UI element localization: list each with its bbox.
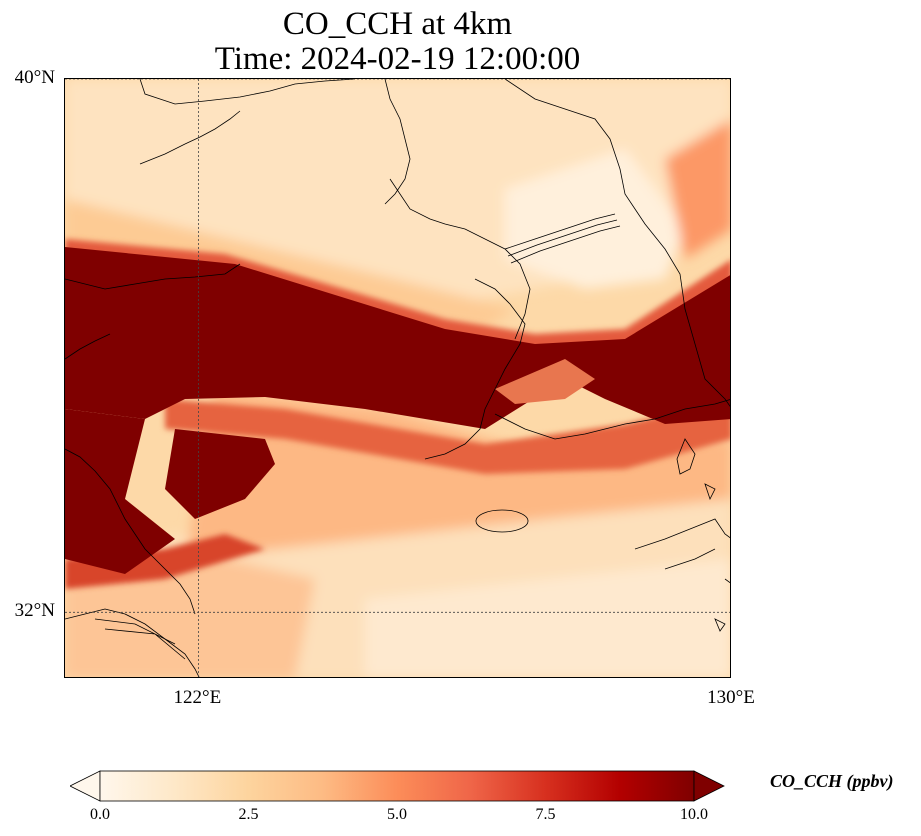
plot-title: CO_CCH at 4km	[282, 6, 513, 42]
colorbar-tick-label: 0.0	[90, 806, 110, 823]
field-south	[65, 389, 730, 677]
lon-tick-label: 130°E	[707, 687, 755, 708]
gridlines	[65, 79, 730, 677]
colorbar-low-extension	[70, 770, 101, 802]
lon-tick-label: 122°E	[173, 687, 222, 708]
lat-tick-label: 40°N	[14, 67, 55, 88]
field-core	[65, 247, 730, 574]
colorbar	[70, 770, 725, 802]
concentration-heatmap	[65, 79, 730, 677]
map-panel	[64, 78, 731, 678]
colorbar-high-extension	[693, 770, 725, 802]
plot-time: Time: 2024-02-19 12:00:00	[214, 41, 581, 77]
colorbar-tick-label: 7.5	[535, 806, 556, 823]
field-north	[65, 79, 730, 329]
lat-tick-label: 32°N	[14, 600, 55, 622]
coastlines	[65, 79, 730, 677]
colorbar-gradient	[99, 770, 695, 802]
colorbar-tick-label: 2.5	[238, 806, 259, 823]
colorbar-tick-label: 5.0	[387, 806, 407, 823]
colorbar-title: CO_CCH (ppbv)	[770, 771, 894, 791]
colorbar-tick-label: 10.0	[680, 806, 708, 823]
